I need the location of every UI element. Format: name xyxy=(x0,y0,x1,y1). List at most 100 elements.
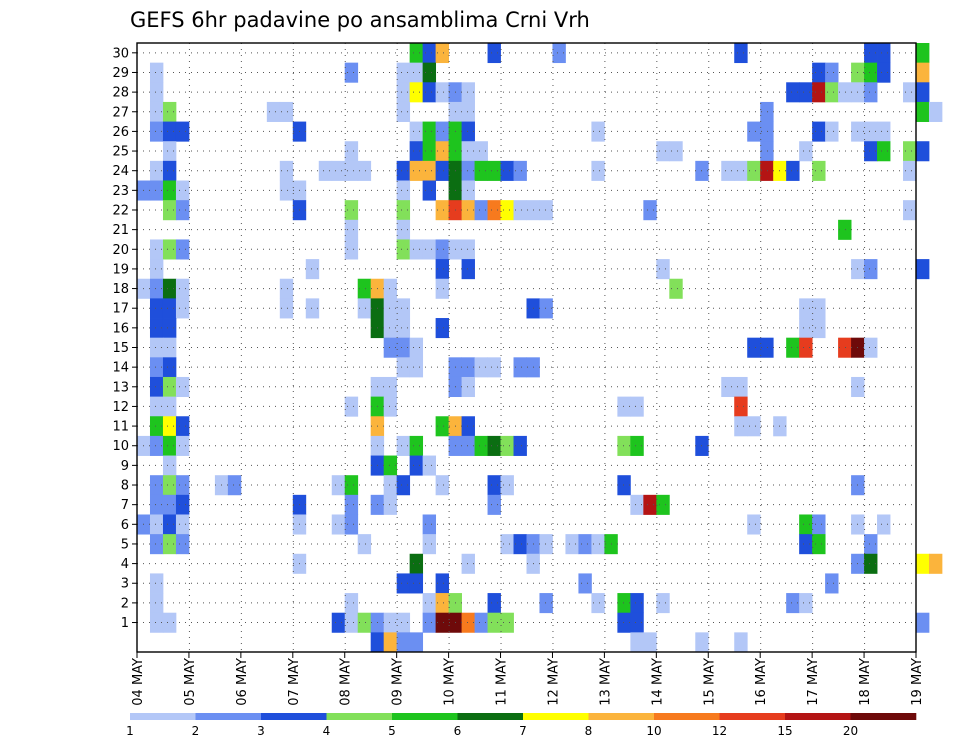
heatmap-cell xyxy=(513,435,527,456)
heatmap-cell xyxy=(500,200,514,221)
heatmap-cell xyxy=(409,62,424,83)
heatmap-cell xyxy=(344,475,359,496)
heatmap-cell xyxy=(617,593,631,614)
heatmap-cell xyxy=(162,278,177,299)
heatmap-cell xyxy=(928,553,943,574)
heatmap-cell xyxy=(695,632,709,653)
heatmap-cell xyxy=(799,337,813,358)
heatmap-cell xyxy=(435,593,449,614)
heatmap-cell xyxy=(435,200,449,221)
heatmap-cell xyxy=(162,376,177,398)
heatmap-cell xyxy=(461,416,475,437)
heatmap-cell xyxy=(903,200,917,221)
heatmap-cell xyxy=(747,160,761,181)
heatmap-cell xyxy=(318,160,333,181)
heatmap-cell xyxy=(916,62,930,83)
heatmap-cell xyxy=(396,82,411,103)
heatmap-cell xyxy=(279,180,294,201)
heatmap-cell xyxy=(409,239,424,260)
heatmap-cell xyxy=(344,141,359,162)
heatmap-cell xyxy=(812,160,826,181)
heatmap-cell xyxy=(760,337,774,358)
colorbar-label: 5 xyxy=(388,724,396,738)
heatmap-cell xyxy=(435,43,449,64)
heatmap-cell xyxy=(461,435,475,456)
heatmap-cell xyxy=(513,534,527,555)
x-tick-label: 07 MAY xyxy=(287,658,302,706)
heatmap-cell xyxy=(617,396,631,417)
heatmap-cell xyxy=(175,278,190,299)
heatmap-cell xyxy=(279,160,294,181)
heatmap-cell xyxy=(734,43,748,64)
heatmap-cell xyxy=(903,141,917,162)
heatmap-cell xyxy=(227,475,242,496)
heatmap-cell xyxy=(383,337,398,358)
heatmap-cell xyxy=(266,101,281,122)
heatmap-cell xyxy=(149,121,164,142)
heatmap-cell xyxy=(344,62,359,83)
heatmap-cell xyxy=(461,376,475,398)
heatmap-cell xyxy=(461,121,475,142)
heatmap-cell xyxy=(617,435,631,456)
heatmap-cell xyxy=(422,612,437,633)
heatmap-cell xyxy=(149,494,164,515)
heatmap-cell xyxy=(656,593,670,614)
heatmap-cell xyxy=(422,593,437,614)
heatmap-cell xyxy=(435,82,449,103)
colorbar-label: 20 xyxy=(843,724,858,738)
heatmap-cell xyxy=(747,337,761,358)
heatmap-cell xyxy=(760,141,774,162)
heatmap-cell xyxy=(409,141,424,162)
heatmap-cell xyxy=(734,632,748,653)
heatmap-cell xyxy=(591,121,605,142)
heatmap-cell xyxy=(357,534,372,555)
heatmap-cell xyxy=(149,160,164,181)
heatmap-cell xyxy=(721,160,735,181)
heatmap-cell xyxy=(747,416,761,437)
heatmap-cell xyxy=(435,612,449,633)
heatmap-cell xyxy=(409,455,424,476)
heatmap-cell xyxy=(162,121,177,142)
heatmap-cell xyxy=(344,494,359,515)
heatmap-cell xyxy=(669,278,683,299)
heatmap-cell xyxy=(903,82,917,103)
heatmap-cell xyxy=(864,121,878,142)
heatmap-cell xyxy=(162,435,177,456)
heatmap-cell xyxy=(396,200,411,221)
heatmap-cell xyxy=(812,298,826,319)
y-tick-label: 1 xyxy=(121,616,129,631)
heatmap-cell xyxy=(162,514,177,535)
heatmap-cell xyxy=(305,298,320,319)
heatmap-cell xyxy=(149,82,164,103)
heatmap-cell xyxy=(539,593,553,614)
heatmap-cell xyxy=(656,141,670,162)
y-tick-label: 11 xyxy=(112,420,129,435)
x-tick-label: 15 MAY xyxy=(702,658,717,706)
heatmap-cell xyxy=(409,357,424,378)
heatmap-cell xyxy=(435,141,449,162)
heatmap-cell xyxy=(500,534,514,555)
heatmap-cell xyxy=(474,141,488,162)
colorbar-segment xyxy=(785,713,851,720)
heatmap-cell xyxy=(396,318,411,339)
heatmap-cell xyxy=(877,62,891,83)
heatmap-cell xyxy=(344,239,359,260)
heatmap-cell xyxy=(578,573,592,594)
heatmap-cell xyxy=(383,396,398,417)
heatmap-cell xyxy=(656,494,670,515)
colorbar-label: 15 xyxy=(777,724,792,738)
colorbar-segment xyxy=(392,713,458,720)
heatmap-cell xyxy=(916,101,930,122)
heatmap-cell xyxy=(357,298,372,319)
heatmap-cell xyxy=(149,534,164,555)
heatmap-cell xyxy=(812,318,826,339)
colorbar-segment xyxy=(588,713,655,720)
heatmap-cell xyxy=(461,259,475,280)
y-tick-label: 9 xyxy=(121,459,129,474)
heatmap-cell xyxy=(175,121,190,142)
heatmap-cell xyxy=(435,475,449,496)
heatmap-cell xyxy=(799,298,813,319)
heatmap-cell xyxy=(344,612,359,633)
heatmap-cell xyxy=(864,141,878,162)
y-tick-label: 20 xyxy=(112,243,129,258)
